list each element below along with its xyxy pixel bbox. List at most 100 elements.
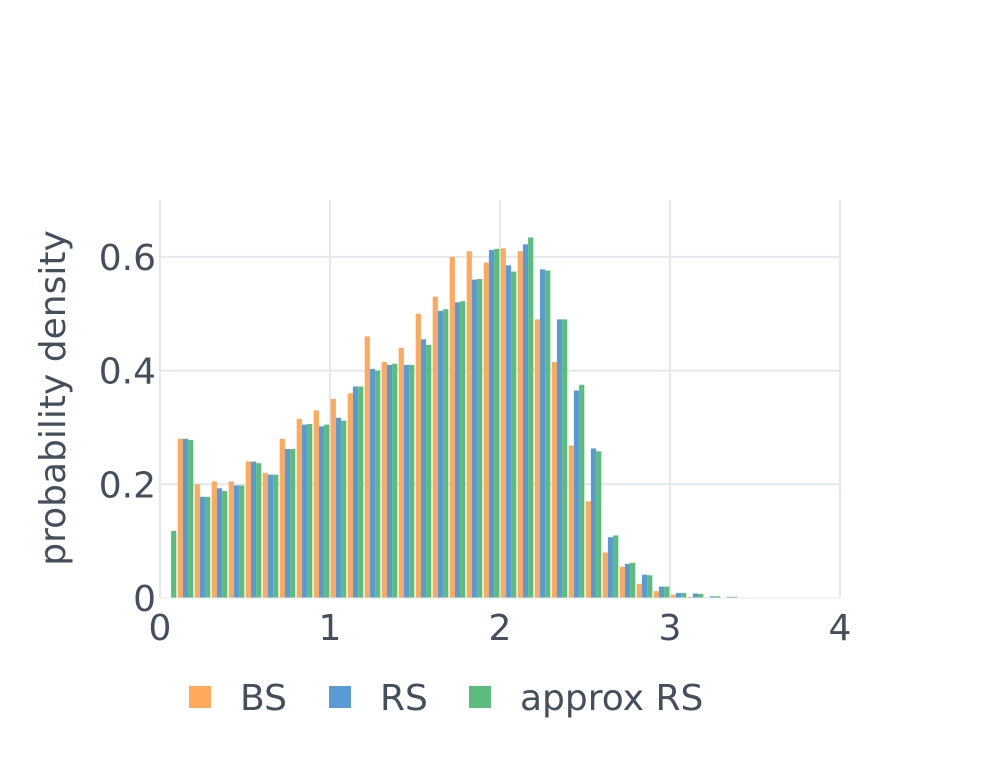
legend-item-approx-rs[interactable]: approx RS: [469, 678, 703, 719]
bar-approx-rs[interactable]: [613, 535, 619, 598]
bar-rs[interactable]: [216, 488, 223, 598]
bar-rs[interactable]: [250, 461, 257, 598]
bar-rs[interactable]: [233, 485, 240, 598]
bar-rs[interactable]: [267, 474, 274, 598]
bar-approx-rs[interactable]: [630, 562, 636, 598]
bar-approx-rs[interactable]: [239, 485, 245, 598]
bar-bs[interactable]: [262, 472, 268, 598]
bar-approx-rs[interactable]: [494, 248, 500, 598]
bar-approx-rs[interactable]: [545, 270, 551, 598]
bar-rs[interactable]: [675, 592, 682, 598]
bar-rs[interactable]: [607, 537, 614, 598]
bar-rs[interactable]: [335, 417, 342, 598]
bar-approx-rs[interactable]: [698, 594, 704, 598]
bar-approx-rs[interactable]: [715, 596, 721, 598]
bar-rs[interactable]: [352, 386, 359, 598]
bar-approx-rs[interactable]: [222, 491, 228, 598]
bar-approx-rs[interactable]: [307, 424, 313, 598]
bar-rs[interactable]: [386, 364, 393, 598]
bar-approx-rs[interactable]: [375, 370, 381, 598]
bar-bs[interactable]: [364, 336, 370, 598]
bar-rs[interactable]: [505, 265, 512, 598]
bar-rs[interactable]: [709, 596, 716, 598]
bar-bs[interactable]: [347, 393, 353, 598]
bar-rs[interactable]: [199, 496, 206, 598]
bar-approx-rs[interactable]: [290, 449, 296, 598]
bar-bs[interactable]: [415, 313, 421, 598]
legend-item-rs[interactable]: RS: [329, 678, 428, 719]
bar-bs[interactable]: [381, 362, 387, 598]
bar-approx-rs[interactable]: [358, 386, 364, 598]
bar-rs[interactable]: [369, 368, 376, 598]
bar-bs[interactable]: [500, 248, 506, 599]
bar-approx-rs[interactable]: [477, 279, 483, 598]
bar-rs[interactable]: [573, 390, 580, 598]
bar-approx-rs[interactable]: [409, 364, 415, 598]
bar-bs[interactable]: [177, 438, 183, 598]
bar-rs[interactable]: [726, 596, 733, 598]
bar-bs[interactable]: [228, 481, 234, 598]
bar-approx-rs[interactable]: [596, 451, 602, 598]
bar-rs[interactable]: [301, 424, 308, 598]
bar-approx-rs[interactable]: [273, 474, 279, 598]
bar-rs[interactable]: [318, 426, 325, 598]
bar-rs[interactable]: [182, 438, 189, 598]
bar-approx-rs[interactable]: [511, 271, 517, 598]
bar-bs[interactable]: [313, 410, 319, 598]
bar-rs[interactable]: [590, 448, 597, 598]
bar-approx-rs[interactable]: [426, 344, 432, 598]
bar-approx-rs[interactable]: [341, 420, 347, 598]
bar-approx-rs[interactable]: [443, 309, 449, 598]
bar-bs[interactable]: [653, 591, 659, 598]
bar-rs[interactable]: [454, 302, 461, 598]
bar-bs[interactable]: [687, 596, 693, 598]
bar-approx-rs[interactable]: [732, 596, 738, 598]
bar-rs[interactable]: [658, 586, 665, 598]
bar-bs[interactable]: [517, 251, 523, 598]
bar-rs[interactable]: [692, 593, 699, 598]
bar-bs[interactable]: [296, 418, 302, 598]
bar-rs[interactable]: [284, 449, 291, 598]
bar-rs[interactable]: [420, 339, 427, 598]
bar-bs[interactable]: [670, 594, 676, 598]
legend-item-bs[interactable]: BS: [189, 678, 287, 719]
bar-approx-rs[interactable]: [562, 319, 568, 598]
bar-approx-rs[interactable]: [324, 424, 330, 598]
bar-bs[interactable]: [432, 296, 438, 598]
bar-bs[interactable]: [636, 583, 642, 598]
bar-bs[interactable]: [483, 262, 489, 598]
legend[interactable]: BS RS approx RS: [189, 678, 703, 719]
bar-rs[interactable]: [641, 574, 648, 598]
bar-bs[interactable]: [245, 461, 251, 598]
bar-bs[interactable]: [398, 347, 404, 598]
bar-bs[interactable]: [194, 484, 200, 598]
bar-bs[interactable]: [466, 251, 472, 598]
bar-bs[interactable]: [619, 566, 625, 598]
bar-rs[interactable]: [488, 250, 495, 598]
bar-rs[interactable]: [403, 364, 410, 598]
bar-rs[interactable]: [624, 563, 631, 598]
bar-bs[interactable]: [602, 552, 608, 598]
bar-approx-rs[interactable]: [579, 384, 585, 598]
bar-bs[interactable]: [449, 256, 455, 598]
bar-approx-rs[interactable]: [647, 575, 653, 598]
bar-bs[interactable]: [534, 319, 540, 598]
bar-rs[interactable]: [471, 279, 478, 598]
bar-bs[interactable]: [551, 362, 557, 598]
bar-approx-rs[interactable]: [256, 463, 262, 598]
bar-bs[interactable]: [568, 445, 574, 598]
bar-rs[interactable]: [437, 310, 444, 598]
bar-approx-rs[interactable]: [460, 301, 466, 598]
bar-rs[interactable]: [556, 319, 563, 598]
bar-bs[interactable]: [330, 399, 336, 598]
bar-bs[interactable]: [279, 438, 285, 598]
bar-approx-rs[interactable]: [188, 439, 194, 598]
bar-approx-rs[interactable]: [681, 592, 687, 598]
bar-approx-rs[interactable]: [205, 496, 211, 598]
bar-rs[interactable]: [522, 244, 529, 598]
bar-approx-rs[interactable]: [171, 530, 177, 598]
bar-approx-rs[interactable]: [392, 363, 398, 598]
bar-bs[interactable]: [585, 501, 591, 598]
bar-approx-rs[interactable]: [664, 586, 670, 598]
bar-approx-rs[interactable]: [528, 237, 534, 599]
